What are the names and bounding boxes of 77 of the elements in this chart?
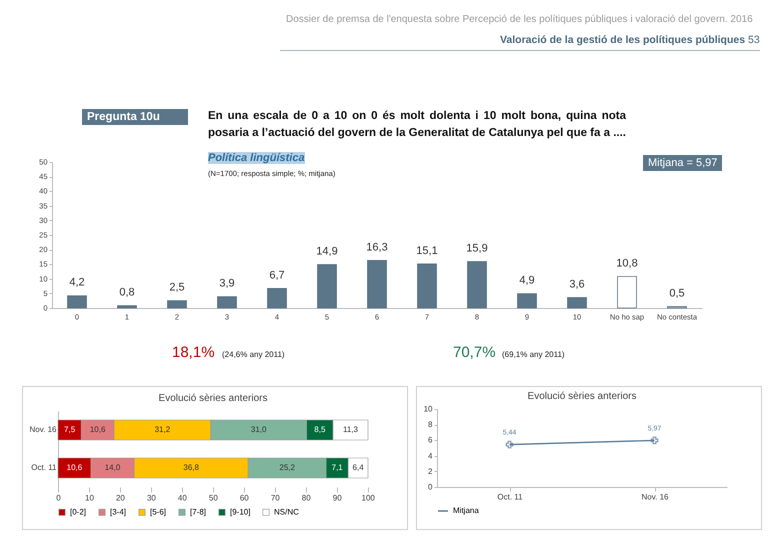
data-label: 10,6	[66, 463, 83, 472]
data-label: 11,3	[343, 425, 359, 434]
data-label: 3,6	[569, 278, 585, 290]
chart-title: Evolució sèries anteriors	[158, 393, 268, 404]
bar	[267, 288, 287, 308]
x-tick-label: 100	[362, 494, 376, 502]
text: Valoració de la gestió de les polítiques públiques	[500, 34, 746, 46]
y-tick-label: 8	[428, 420, 434, 430]
y-tick-label: 0	[428, 482, 434, 492]
bar	[517, 293, 537, 308]
data-label: 4,2	[69, 276, 85, 289]
y-tick-label: 4	[428, 451, 434, 460]
text: 70,7%	[453, 344, 496, 361]
legend-label: NS/NC	[274, 507, 300, 516]
bar	[567, 297, 587, 308]
y-tick-label: 2	[428, 466, 434, 476]
data-label: 31,2	[154, 425, 171, 434]
bar	[417, 264, 437, 308]
text: Dossier de premsa de l'enquesta sobre Percepció de les polítiques públiques i valoració del govern. 2016	[286, 14, 753, 25]
bar	[67, 295, 87, 308]
bar	[367, 260, 387, 308]
y-tick-label: Oct. 11	[31, 463, 58, 472]
x-tick-label: 60	[240, 494, 250, 502]
data-label: 10,6	[90, 425, 106, 434]
x-tick-label: Oct. 11	[497, 492, 524, 502]
data-label: 7,1	[332, 463, 344, 472]
y-tick-label: Nov. 16	[30, 425, 58, 434]
legend-label: [5-6]	[150, 507, 166, 516]
x-tick-label: 50	[208, 494, 218, 502]
y-tick-label: 10	[424, 404, 434, 414]
legend-label: [0-2]	[70, 507, 86, 516]
data-label: 25,2	[279, 463, 296, 472]
data-label: 8,5	[314, 425, 326, 434]
bar	[467, 261, 487, 308]
data-label: 3,9	[219, 278, 235, 290]
text: (69,1% any 2011)	[502, 350, 565, 359]
legend-label: [7-8]	[190, 507, 206, 516]
bar	[617, 276, 637, 308]
legend-label: [3-4]	[110, 507, 126, 516]
chart-title: En una escala de 0 a 10 on 0 és molt dolenta i 10 molt bona, quina nota posaria a l’actuació del govern de la Generalitat de Catalunya pel que fa a ....	[208, 109, 626, 141]
bar	[167, 300, 187, 308]
x-tick-label: 70	[270, 494, 280, 502]
chart-subtitle: Política lingüística	[208, 152, 305, 164]
data-label: 14,0	[104, 463, 121, 472]
bar	[217, 296, 237, 308]
annotation: Mitjana = 5,97	[643, 155, 722, 171]
data-label: 2,5	[169, 282, 185, 294]
data-label: 16,3	[366, 241, 388, 254]
data-label: 0,5	[669, 288, 685, 300]
x-tick-label: 30	[146, 494, 156, 502]
data-label: 36,8	[183, 463, 200, 472]
data-label: 6,7	[269, 269, 285, 282]
data-label: 31,0	[250, 425, 268, 434]
chart-title: Evolució sèries anteriors	[528, 391, 636, 402]
text: 18,1%	[172, 344, 215, 361]
data-label: 14,9	[316, 245, 338, 258]
data-label: 4,9	[519, 274, 535, 287]
bar	[317, 264, 337, 308]
data-label: 0,8	[119, 286, 135, 299]
data-label: 15,1	[416, 244, 438, 257]
y-tick-label: 6	[428, 436, 434, 445]
text: 53	[748, 34, 760, 46]
legend-label: [9-10]	[230, 507, 250, 516]
data-label: 10,8	[616, 257, 638, 270]
data-label: 15,9	[466, 242, 488, 255]
bar	[117, 305, 137, 308]
data-label: 7,5	[64, 425, 76, 434]
legend-label: Mitjana	[453, 506, 480, 515]
x-tick-label: 80	[302, 494, 312, 502]
data-label: 6,4	[352, 463, 364, 472]
text: (24,6% any 2011)	[222, 350, 285, 359]
x-tick-label: 90	[332, 494, 342, 502]
x-tick-label: 10	[85, 494, 94, 502]
x-tick-label: 20	[116, 494, 126, 502]
x-tick-label: 40	[178, 494, 188, 502]
text: Pregunta 10u	[82, 109, 188, 125]
x-tick-label: Nov. 16	[642, 492, 670, 502]
